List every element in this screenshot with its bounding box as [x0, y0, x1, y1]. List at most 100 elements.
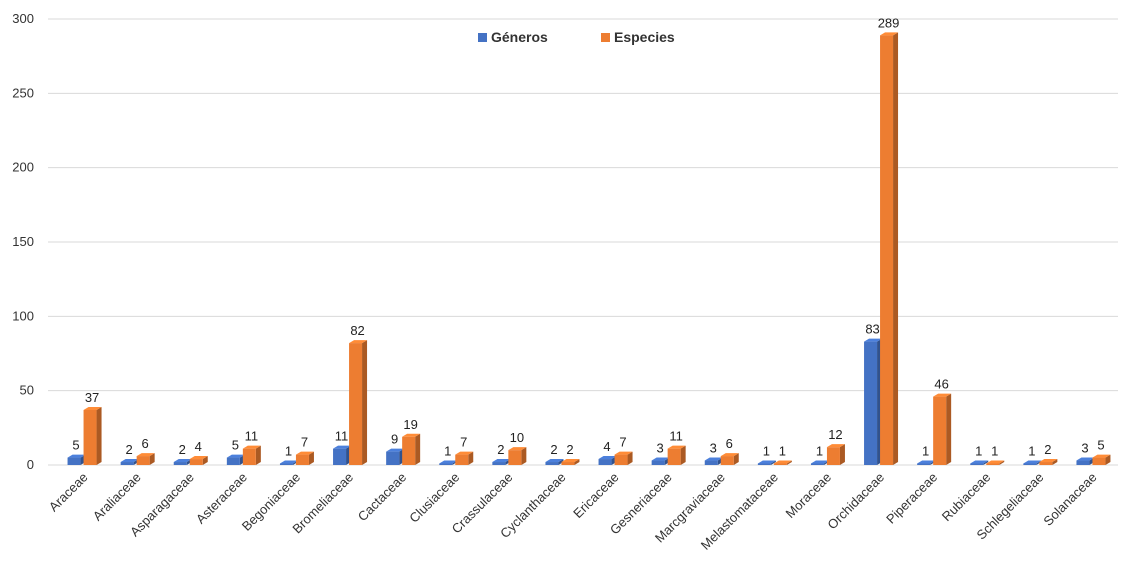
bar-generos — [1023, 460, 1042, 465]
bar-especies — [1039, 459, 1058, 465]
x-tick-label: Cactaceae — [355, 470, 410, 525]
bar-generos — [598, 456, 617, 465]
data-label: 289 — [878, 15, 900, 30]
bar-generos — [757, 460, 776, 465]
data-label: 11 — [245, 429, 259, 444]
bar-generos — [279, 460, 298, 465]
bar-especies — [720, 453, 739, 465]
y-tick-label: 250 — [12, 85, 34, 100]
data-label: 5 — [1097, 438, 1104, 453]
x-tick-label: Ericaceae — [570, 470, 621, 521]
data-label: 3 — [710, 441, 717, 456]
bar-especies — [349, 340, 368, 465]
data-label: 6 — [726, 436, 733, 451]
y-tick-label: 0 — [27, 457, 34, 472]
data-label: 2 — [550, 442, 557, 457]
bar-especies — [773, 460, 792, 465]
data-label: 7 — [460, 435, 467, 450]
bar-especies — [402, 433, 421, 465]
x-tick-label: Moraceae — [783, 470, 834, 521]
data-label: 2 — [179, 442, 186, 457]
data-label: 2 — [1044, 442, 1051, 457]
data-label: 4 — [195, 439, 202, 454]
bar-generos — [545, 459, 564, 465]
bar-especies — [933, 393, 952, 465]
y-axis: 0 50 100 150 200 250 300 — [12, 11, 34, 472]
bar-generos — [226, 454, 245, 465]
data-label: 7 — [301, 435, 308, 450]
data-label: 19 — [403, 417, 417, 432]
legend-item: Géneros — [478, 29, 548, 45]
bar-generos — [439, 460, 458, 465]
data-label: 5 — [72, 438, 79, 453]
data-label: 83 — [865, 322, 879, 337]
bar-especies — [561, 459, 580, 465]
x-tick-label: Piperaceae — [883, 470, 940, 527]
data-label: 9 — [391, 432, 398, 447]
data-label: 11 — [669, 429, 683, 444]
bar-especies — [1092, 454, 1111, 465]
legend-swatch — [478, 33, 487, 42]
x-tick-label: Clusiaceae — [406, 470, 462, 526]
bar-generos — [492, 459, 511, 465]
y-tick-label: 50 — [20, 383, 34, 398]
gridlines — [48, 18, 1118, 466]
data-label: 3 — [1081, 441, 1088, 456]
x-axis: Araceae AraliaceaeAsparagaceaeAsteraceaeB… — [46, 470, 1100, 553]
bar-especies — [614, 451, 633, 465]
bar-especies — [455, 451, 474, 465]
data-label: 2 — [126, 442, 133, 457]
data-label: 1 — [763, 444, 770, 459]
data-label: 1 — [975, 444, 982, 459]
data-label: 6 — [142, 436, 149, 451]
data-label: 2 — [497, 442, 504, 457]
bar-generos — [333, 445, 352, 465]
y-tick-label: 300 — [12, 11, 34, 26]
bar-especies — [189, 456, 208, 465]
data-label: 1 — [1028, 444, 1035, 459]
bar-generos — [970, 460, 989, 465]
y-tick-label: 200 — [12, 160, 34, 175]
bar-generos — [1076, 457, 1095, 465]
data-label: 1 — [285, 444, 292, 459]
bar-generos — [810, 460, 829, 465]
legend: Géneros Especies — [478, 29, 675, 45]
x-tick-label: Rubiaceae — [939, 470, 994, 525]
legend-label: Géneros — [491, 29, 548, 45]
x-tick-label: Araliaceae — [90, 470, 144, 524]
x-tick-label: Asteraceae — [193, 470, 250, 527]
data-label: 10 — [510, 430, 524, 445]
y-tick-label: 150 — [12, 234, 34, 249]
data-label: 1 — [991, 444, 998, 459]
data-label: 11 — [335, 429, 349, 444]
data-label: 1 — [444, 444, 451, 459]
bar-generos — [917, 460, 936, 465]
bar-especies — [826, 444, 845, 465]
x-tick-label: Orchidaceae — [824, 470, 887, 533]
data-label: 3 — [657, 441, 664, 456]
data-label: 46 — [934, 377, 948, 392]
data-label: 7 — [619, 435, 626, 450]
x-tick-label: Araceae — [46, 470, 91, 515]
bar-generos — [173, 459, 192, 465]
data-label: 2 — [566, 442, 573, 457]
bar-generos — [120, 459, 139, 465]
bar-especies — [508, 447, 527, 465]
bar-especies — [295, 451, 314, 465]
bar-generos — [386, 448, 405, 465]
bar-especies — [83, 406, 102, 465]
bar-especies — [880, 32, 899, 465]
bar-generos — [651, 457, 670, 465]
y-tick-label: 100 — [12, 308, 34, 323]
bar-especies — [136, 453, 155, 465]
bar-especies — [986, 460, 1005, 465]
bar-generos — [67, 454, 86, 465]
bars — [67, 32, 1111, 465]
x-tick-label: Solanaceae — [1040, 470, 1099, 529]
bar-generos — [864, 338, 883, 465]
legend-item: Especies — [601, 29, 675, 45]
data-label: 82 — [350, 323, 364, 338]
data-label: 37 — [85, 390, 99, 405]
